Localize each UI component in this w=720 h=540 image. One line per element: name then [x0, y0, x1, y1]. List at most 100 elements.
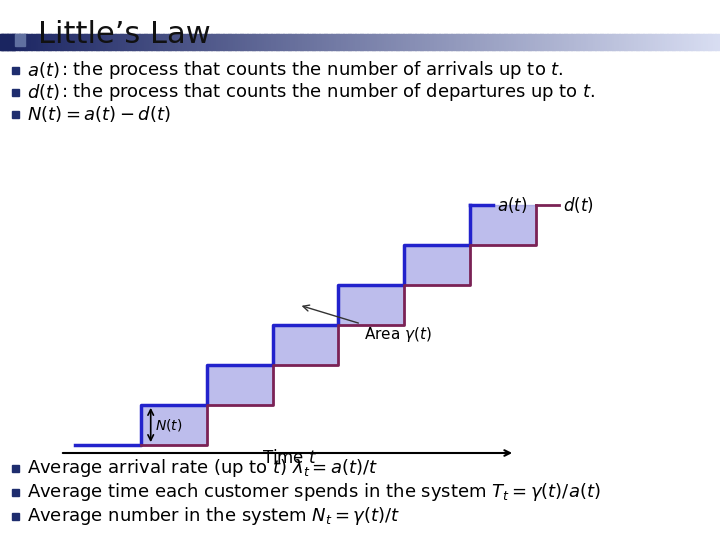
Bar: [168, 34, 171, 50]
Bar: [377, 34, 379, 50]
Bar: [562, 34, 564, 50]
Bar: [63, 34, 66, 50]
Bar: [202, 34, 204, 50]
Bar: [461, 34, 464, 50]
Bar: [240, 34, 243, 50]
Bar: [564, 34, 567, 50]
Bar: [295, 34, 298, 50]
Bar: [322, 34, 325, 50]
Text: Average number in the system $N_t$$= \gamma(t)/t$: Average number in the system $N_t$$= \ga…: [27, 505, 400, 527]
Bar: [67, 34, 70, 50]
Bar: [617, 34, 620, 50]
Bar: [113, 34, 116, 50]
Bar: [290, 34, 293, 50]
Bar: [276, 34, 279, 50]
Bar: [15, 34, 25, 46]
Bar: [657, 34, 660, 50]
Bar: [307, 34, 310, 50]
Bar: [425, 34, 428, 50]
Bar: [434, 34, 437, 50]
Bar: [65, 34, 68, 50]
Bar: [598, 34, 600, 50]
Bar: [583, 34, 586, 50]
Bar: [225, 34, 228, 50]
Bar: [490, 34, 492, 50]
Bar: [77, 34, 80, 50]
Bar: [245, 34, 248, 50]
Bar: [223, 34, 226, 50]
Bar: [257, 34, 260, 50]
Bar: [14, 34, 17, 50]
Bar: [653, 34, 656, 50]
Bar: [451, 34, 454, 50]
Bar: [466, 34, 469, 50]
Bar: [665, 34, 667, 50]
Bar: [430, 34, 433, 50]
Bar: [492, 34, 495, 50]
Bar: [274, 34, 276, 50]
Bar: [497, 34, 500, 50]
Bar: [120, 34, 123, 50]
Bar: [353, 34, 356, 50]
Bar: [362, 34, 365, 50]
Bar: [401, 34, 404, 50]
Bar: [686, 34, 689, 50]
Bar: [103, 34, 106, 50]
Bar: [12, 512, 19, 519]
Bar: [547, 34, 550, 50]
Text: Area $\gamma(t)$: Area $\gamma(t)$: [303, 305, 432, 345]
Bar: [590, 34, 593, 50]
Bar: [317, 34, 320, 50]
Bar: [27, 34, 30, 50]
Bar: [333, 34, 336, 50]
Bar: [708, 34, 711, 50]
Bar: [209, 34, 212, 50]
Bar: [384, 34, 387, 50]
Bar: [533, 34, 536, 50]
Bar: [0, 34, 15, 50]
Bar: [557, 34, 559, 50]
Text: $a(t)$: $a(t)$: [27, 60, 60, 80]
Bar: [293, 34, 296, 50]
Bar: [612, 34, 615, 50]
Bar: [675, 34, 678, 50]
Bar: [629, 34, 631, 50]
Bar: [254, 34, 257, 50]
Bar: [581, 34, 584, 50]
Bar: [372, 34, 375, 50]
Bar: [36, 34, 39, 50]
Bar: [480, 34, 483, 50]
Bar: [696, 34, 699, 50]
Bar: [101, 34, 104, 50]
Bar: [660, 34, 663, 50]
Bar: [358, 34, 361, 50]
Text: Average time each customer spends in the system $T_t$$= \gamma(t)/a(t)$: Average time each customer spends in the…: [27, 481, 600, 503]
Bar: [351, 34, 354, 50]
Bar: [552, 34, 555, 50]
Bar: [348, 34, 351, 50]
Bar: [117, 34, 120, 50]
Bar: [441, 34, 444, 50]
Bar: [521, 34, 523, 50]
Bar: [578, 34, 581, 50]
Bar: [346, 34, 348, 50]
Bar: [55, 34, 58, 50]
Bar: [70, 34, 73, 50]
Bar: [243, 34, 246, 50]
Bar: [365, 34, 368, 50]
Bar: [221, 34, 224, 50]
Bar: [689, 34, 692, 50]
Bar: [135, 34, 138, 50]
Bar: [603, 34, 606, 50]
Bar: [535, 34, 538, 50]
Bar: [634, 34, 636, 50]
Bar: [667, 34, 670, 50]
Bar: [2, 34, 5, 50]
Bar: [218, 34, 221, 50]
Bar: [444, 34, 447, 50]
Bar: [523, 34, 526, 50]
Bar: [593, 34, 595, 50]
Bar: [389, 34, 392, 50]
Bar: [329, 34, 332, 50]
Bar: [639, 34, 642, 50]
